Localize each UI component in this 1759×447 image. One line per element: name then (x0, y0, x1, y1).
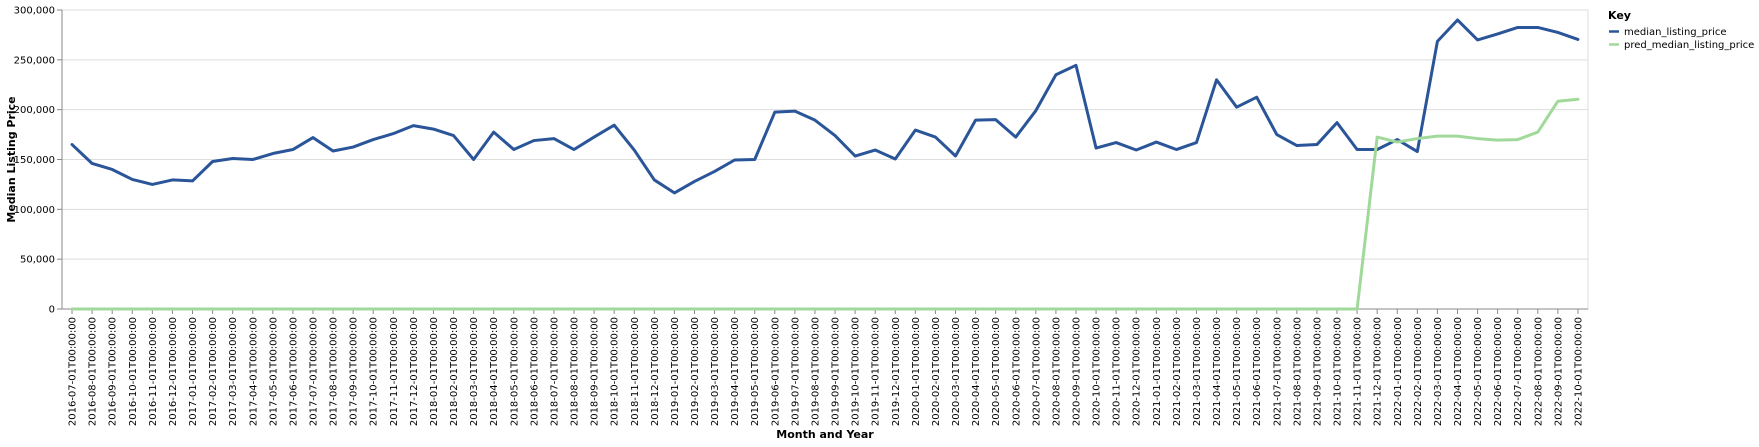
x-tick-label: 2017-11-01T00:00:00 (389, 317, 400, 426)
x-tick-label: 2021-12-01T00:00:00 (1373, 317, 1384, 426)
x-tick-label: 2016-12-01T00:00:00 (168, 317, 179, 426)
x-tick-label: 2018-12-01T00:00:00 (650, 317, 661, 426)
x-tick-label: 2018-08-01T00:00:00 (570, 317, 581, 426)
x-tick-label: 2016-10-01T00:00:00 (128, 317, 139, 426)
x-tick-label: 2021-11-01T00:00:00 (1353, 317, 1364, 426)
x-tick-label: 2019-09-01T00:00:00 (831, 317, 842, 426)
x-tick-label: 2017-04-01T00:00:00 (248, 317, 259, 426)
x-tick-label: 2022-10-01T00:00:00 (1573, 317, 1584, 426)
legend-label: pred_median_listing_price (1624, 40, 1754, 51)
legend-label: median_listing_price (1624, 27, 1727, 38)
x-tick-label: 2022-09-01T00:00:00 (1553, 317, 1564, 426)
x-tick-label: 2018-02-01T00:00:00 (449, 317, 460, 426)
x-tick-label: 2018-05-01T00:00:00 (509, 317, 520, 426)
x-tick-label: 2020-02-01T00:00:00 (931, 317, 942, 426)
x-tick-label: 2020-10-01T00:00:00 (1092, 317, 1103, 426)
x-tick-label: 2018-11-01T00:00:00 (630, 317, 641, 426)
x-tick-label: 2022-03-01T00:00:00 (1433, 317, 1444, 426)
x-tick-label: 2019-07-01T00:00:00 (790, 317, 801, 426)
x-tick-label: 2022-06-01T00:00:00 (1493, 317, 1504, 426)
x-axis-title: Month and Year (776, 428, 874, 441)
x-tick-label: 2019-10-01T00:00:00 (851, 317, 862, 426)
y-tick-label: 0 (49, 305, 55, 316)
x-tick-label: 2022-08-01T00:00:00 (1533, 317, 1544, 426)
x-tick-label: 2019-02-01T00:00:00 (690, 317, 701, 426)
x-tick-label: 2018-06-01T00:00:00 (529, 317, 540, 426)
series-line-median_listing_price (70, 18, 1580, 195)
x-tick-label: 2022-04-01T00:00:00 (1453, 317, 1464, 426)
x-tick-label: 2022-05-01T00:00:00 (1473, 317, 1484, 426)
y-tick-label: 50,000 (20, 255, 55, 266)
x-tick-label: 2017-05-01T00:00:00 (268, 317, 279, 426)
y-tick-label: 200,000 (14, 105, 55, 116)
x-tick-label: 2017-03-01T00:00:00 (228, 317, 239, 426)
x-tick-label: 2021-02-01T00:00:00 (1172, 317, 1183, 426)
x-tick-label: 2020-07-01T00:00:00 (1031, 317, 1042, 426)
x-tick-label: 2021-01-01T00:00:00 (1152, 317, 1163, 426)
x-tick-label: 2018-09-01T00:00:00 (590, 317, 601, 426)
x-tick-label: 2021-08-01T00:00:00 (1292, 317, 1303, 426)
x-tick-label: 2016-11-01T00:00:00 (148, 317, 159, 426)
x-tick-label: 2017-12-01T00:00:00 (409, 317, 420, 426)
legend-title: Key (1608, 9, 1631, 22)
x-tick-label: 2017-07-01T00:00:00 (308, 317, 319, 426)
x-tick-label: 2020-05-01T00:00:00 (991, 317, 1002, 426)
x-tick-label: 2017-09-01T00:00:00 (349, 317, 360, 426)
x-tick-label: 2016-07-01T00:00:00 (68, 317, 79, 426)
series-lines (70, 18, 1580, 311)
x-tick-label: 2021-09-01T00:00:00 (1312, 317, 1323, 426)
x-tick-label: 2020-06-01T00:00:00 (1011, 317, 1022, 426)
x-tick-label: 2020-04-01T00:00:00 (971, 317, 982, 426)
x-tick-label: 2019-11-01T00:00:00 (871, 317, 882, 426)
x-tick-label: 2021-05-01T00:00:00 (1232, 317, 1243, 426)
x-tick-label: 2019-04-01T00:00:00 (730, 317, 741, 426)
x-tick-label: 2019-05-01T00:00:00 (750, 317, 761, 426)
x-tick-label: 2017-06-01T00:00:00 (288, 317, 299, 426)
x-tick-label: 2018-10-01T00:00:00 (610, 317, 621, 426)
y-tick-label: 250,000 (14, 55, 55, 66)
x-tick-label: 2016-08-01T00:00:00 (88, 317, 99, 426)
y-tick-label: 100,000 (14, 205, 55, 216)
x-tick-label: 2021-10-01T00:00:00 (1333, 317, 1344, 426)
x-tick-label: 2016-09-01T00:00:00 (108, 317, 119, 426)
axes: 0 50,000 100,000 150,000 200,000 250,000 300,0… (14, 6, 1588, 426)
x-tick-label: 2019-12-01T00:00:00 (891, 317, 902, 426)
x-tick-label: 2021-03-01T00:00:00 (1192, 317, 1203, 426)
x-tick-label: 2018-07-01T00:00:00 (549, 317, 560, 426)
x-tick-label: 2021-07-01T00:00:00 (1272, 317, 1283, 426)
x-tick-label: 2021-04-01T00:00:00 (1212, 317, 1223, 426)
y-tick-label: 300,000 (14, 6, 55, 17)
series-line-pred_median_listing_price (70, 97, 1580, 311)
x-tick-label: 2019-01-01T00:00:00 (670, 317, 681, 426)
x-tick-label: 2018-04-01T00:00:00 (489, 317, 500, 426)
x-tick-label: 2017-02-01T00:00:00 (208, 317, 219, 426)
x-tick-label: 2019-03-01T00:00:00 (710, 317, 721, 426)
x-tick-label: 2018-03-01T00:00:00 (469, 317, 480, 426)
x-tick-label: 2017-01-01T00:00:00 (188, 317, 199, 426)
x-tick-label: 2020-09-01T00:00:00 (1071, 317, 1082, 426)
x-tick-label: 2020-03-01T00:00:00 (951, 317, 962, 426)
x-tick-label: 2022-02-01T00:00:00 (1413, 317, 1424, 426)
x-tick-label: 2020-11-01T00:00:00 (1112, 317, 1123, 426)
x-tick-label: 2019-06-01T00:00:00 (770, 317, 781, 426)
gridlines (61, 9, 1589, 310)
x-tick-label: 2021-06-01T00:00:00 (1252, 317, 1263, 426)
x-tick-label: 2022-01-01T00:00:00 (1393, 317, 1404, 426)
x-tick-label: 2020-01-01T00:00:00 (911, 317, 922, 426)
x-tick-label: 2017-10-01T00:00:00 (369, 317, 380, 426)
x-tick-label: 2020-12-01T00:00:00 (1132, 317, 1143, 426)
x-tick-label: 2020-08-01T00:00:00 (1051, 317, 1062, 426)
legend: Key median_listing_price pred_median_list… (1608, 9, 1754, 51)
x-tick-label: 2019-08-01T00:00:00 (810, 317, 821, 426)
x-tick-label: 2022-07-01T00:00:00 (1513, 317, 1524, 426)
x-tick-label: 2017-08-01T00:00:00 (329, 317, 340, 426)
y-tick-label: 150,000 (14, 155, 55, 166)
y-axis-title: Median Listing Price (5, 96, 18, 222)
x-tick-label: 2018-01-01T00:00:00 (429, 317, 440, 426)
